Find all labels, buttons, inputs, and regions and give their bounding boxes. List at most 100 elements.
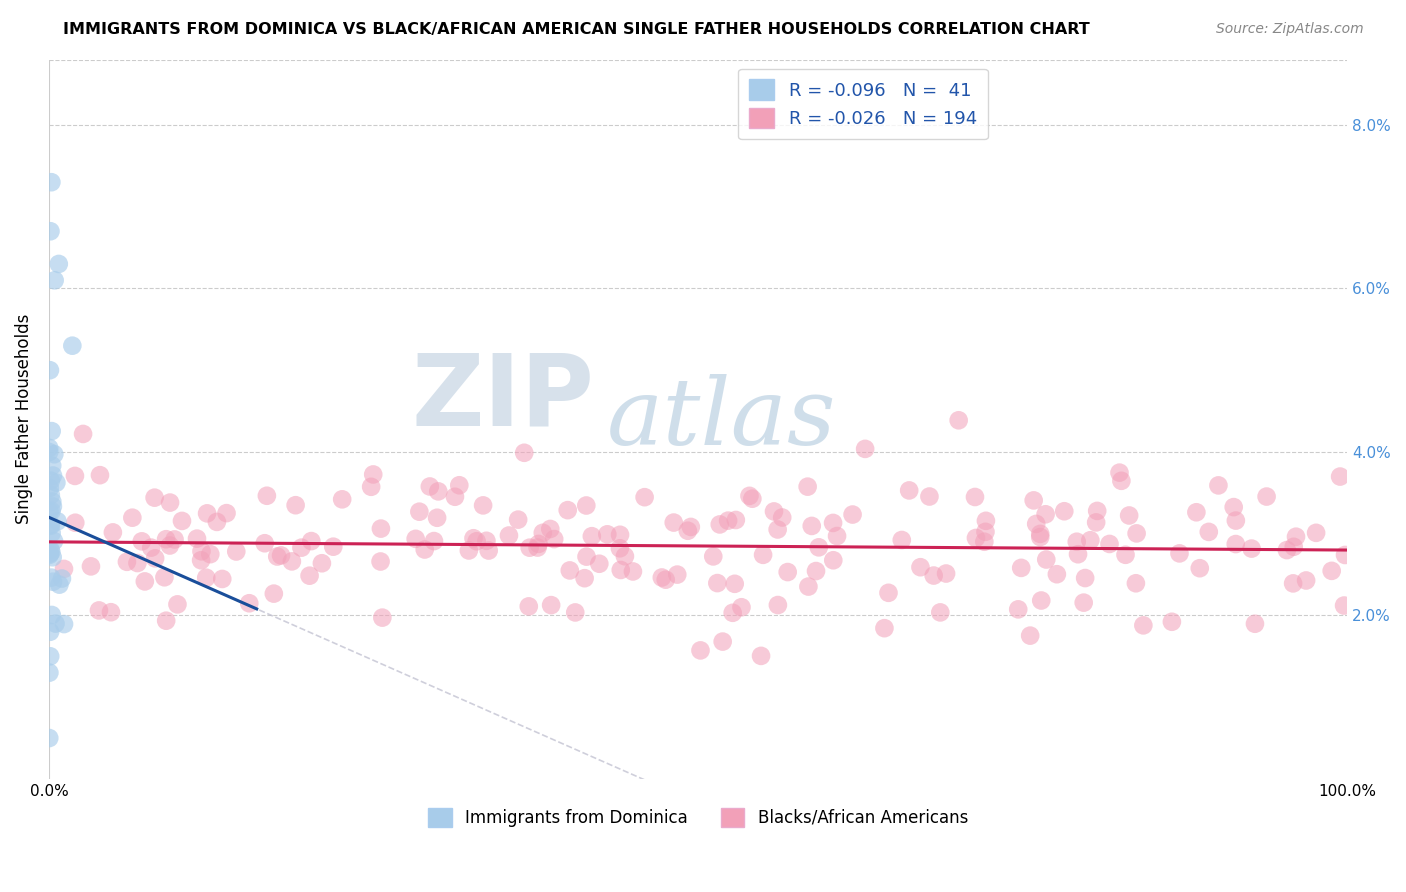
Point (405, 532, 427, 546)
Point (238, 596, 260, 610)
Point (121, 510, 143, 524)
Point (1115, 548, 1137, 562)
Point (513, 446, 536, 460)
Point (877, 586, 900, 600)
Point (131, 534, 153, 549)
Point (45, 475, 67, 490)
Point (190, 544, 212, 558)
Point (1035, 552, 1057, 566)
Point (1282, 576, 1305, 591)
Point (613, 549, 636, 564)
Point (38, 548, 60, 562)
Point (63, 469, 86, 483)
Point (963, 490, 986, 504)
Point (517, 599, 540, 614)
Point (498, 528, 520, 542)
Point (42, 574, 65, 589)
Point (709, 517, 731, 532)
Point (890, 533, 912, 547)
Point (531, 525, 554, 540)
Point (853, 442, 876, 456)
Point (1029, 530, 1052, 544)
Point (41, 504, 63, 518)
Point (1168, 546, 1191, 560)
Point (776, 565, 799, 579)
Point (825, 529, 848, 543)
Text: Source: ZipAtlas.com: Source: ZipAtlas.com (1216, 22, 1364, 37)
Point (311, 556, 333, 570)
Point (299, 534, 322, 549)
Point (38, 441, 60, 455)
Point (371, 610, 394, 624)
Point (621, 565, 644, 579)
Point (39, 571, 62, 585)
Point (41, 424, 63, 438)
Point (800, 519, 823, 533)
Point (370, 522, 392, 536)
Point (284, 498, 307, 512)
Point (186, 532, 208, 546)
Legend: Immigrants from Dominica, Blacks/African Americans: Immigrants from Dominica, Blacks/African… (420, 799, 976, 835)
Point (749, 648, 772, 663)
Y-axis label: Single Father Households: Single Father Households (15, 314, 32, 524)
Point (898, 483, 921, 498)
Point (253, 536, 276, 550)
Point (730, 600, 752, 615)
Point (1320, 564, 1343, 578)
Point (41, 494, 63, 508)
Point (427, 484, 450, 499)
Point (841, 508, 863, 522)
Point (766, 598, 789, 612)
Point (1132, 618, 1154, 632)
Point (65, 516, 87, 530)
Point (948, 413, 970, 427)
Point (662, 516, 685, 530)
Point (1080, 533, 1102, 548)
Point (766, 523, 789, 537)
Point (633, 490, 655, 504)
Point (200, 547, 222, 561)
Point (1019, 629, 1042, 643)
Point (408, 505, 430, 519)
Point (538, 522, 561, 536)
Point (195, 507, 218, 521)
Point (965, 531, 987, 545)
Point (676, 524, 699, 538)
Point (702, 549, 724, 564)
Point (596, 527, 619, 541)
Point (155, 614, 177, 628)
Point (1188, 561, 1211, 575)
Point (46, 514, 69, 528)
Point (127, 556, 149, 570)
Point (588, 557, 610, 571)
Point (575, 549, 598, 564)
Point (1334, 548, 1357, 562)
Point (472, 499, 495, 513)
Point (163, 533, 186, 547)
Point (87, 603, 110, 617)
Point (89, 468, 111, 483)
Point (706, 576, 728, 591)
Point (141, 541, 163, 555)
Point (51, 572, 73, 586)
Point (804, 564, 827, 578)
Point (465, 534, 488, 549)
Point (1085, 504, 1108, 518)
Point (298, 568, 321, 582)
Point (41, 458, 63, 473)
Text: atlas: atlas (607, 375, 837, 464)
Point (39, 624, 62, 639)
Point (651, 570, 673, 584)
Point (39, 518, 62, 533)
Point (738, 489, 761, 503)
Point (519, 541, 541, 555)
Point (922, 568, 945, 582)
Point (1073, 596, 1095, 610)
Point (823, 516, 845, 530)
Point (1066, 534, 1088, 549)
Point (1329, 469, 1351, 483)
Point (190, 553, 212, 567)
Point (39, 542, 62, 557)
Point (654, 573, 676, 587)
Point (724, 513, 747, 527)
